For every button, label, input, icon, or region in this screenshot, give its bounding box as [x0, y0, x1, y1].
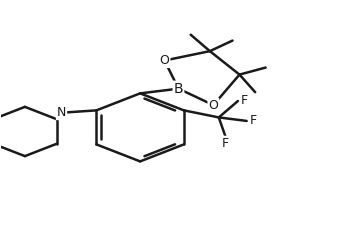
Text: B: B — [174, 82, 183, 96]
Text: N: N — [57, 106, 66, 119]
Text: F: F — [241, 94, 248, 107]
Text: O: O — [208, 99, 218, 112]
Text: F: F — [222, 137, 229, 150]
Text: F: F — [250, 114, 257, 127]
Text: O: O — [160, 54, 169, 67]
